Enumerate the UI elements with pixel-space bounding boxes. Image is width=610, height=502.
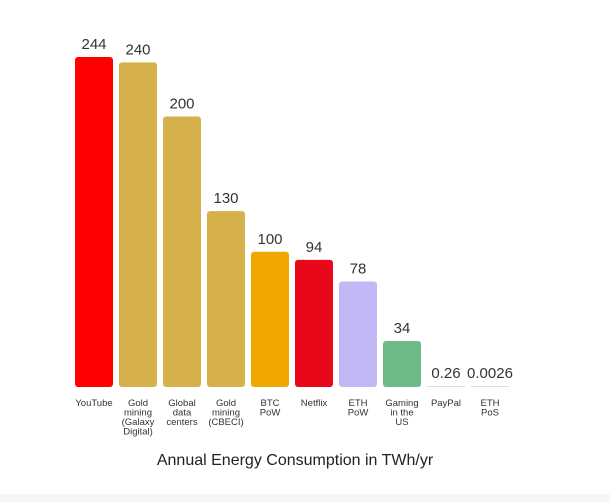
- category-label-3: Gold mining (CBECI): [208, 398, 243, 428]
- bar-value-label-8: 0.26: [431, 365, 460, 382]
- bar-6: [339, 281, 377, 387]
- bar-5: [295, 259, 333, 387]
- bar-value-label-3: 130: [213, 190, 238, 207]
- bar-7: [383, 341, 421, 387]
- bar-value-label-1: 240: [125, 41, 150, 58]
- category-label-2: Global data centers: [166, 398, 197, 428]
- category-label-7: Gaming in the US: [385, 398, 418, 428]
- bar-2: [163, 116, 201, 388]
- bar-8: [427, 386, 465, 387]
- category-label-5: Netflix: [301, 398, 328, 409]
- bar-1: [119, 62, 157, 387]
- bar-value-label-5: 94: [306, 239, 323, 256]
- category-label-6: ETH PoW: [348, 398, 369, 419]
- category-label-1: Gold mining (Galaxy Digital): [122, 398, 155, 438]
- bar-value-label-0: 244: [81, 36, 106, 53]
- category-label-8: PayPal: [431, 398, 461, 409]
- bar-value-label-2: 200: [169, 96, 194, 113]
- bottom-divider: [0, 494, 610, 502]
- bar-4: [251, 251, 289, 387]
- bar-9: [471, 386, 509, 387]
- bar-value-label-7: 34: [394, 320, 411, 337]
- bar-3: [207, 211, 245, 387]
- category-label-4: BTC PoW: [260, 398, 281, 419]
- bar-value-label-9: 0.0026: [467, 365, 513, 382]
- bar-0: [75, 57, 113, 387]
- chart-title: Annual Energy Consumption in TWh/yr: [156, 452, 434, 469]
- bar-value-label-4: 100: [257, 231, 282, 248]
- category-label-9: ETH PoS: [481, 398, 500, 419]
- bar-value-label-6: 78: [350, 261, 367, 278]
- category-label-0: YouTube: [75, 398, 112, 409]
